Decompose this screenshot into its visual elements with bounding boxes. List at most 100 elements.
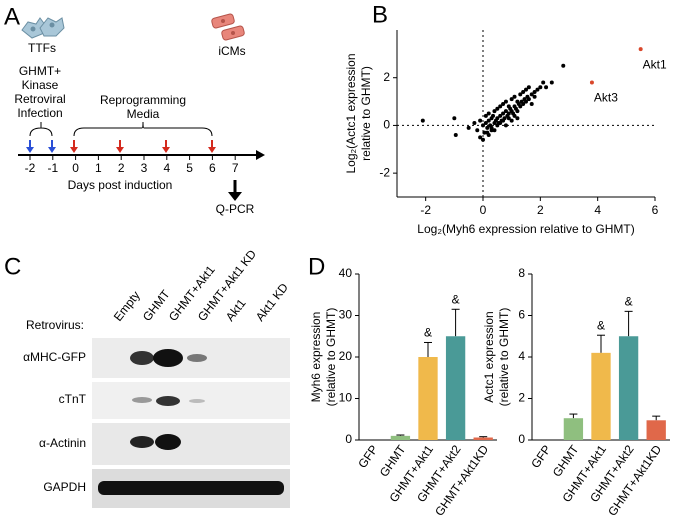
row-label: GAPDH [43, 480, 86, 494]
point [526, 97, 531, 102]
y-tick-label: 2 [383, 70, 390, 84]
x-tick-label: -2 [420, 203, 431, 217]
lane-label: Empty [111, 288, 143, 323]
point [521, 101, 526, 106]
point [544, 85, 549, 90]
lane-label: Akt1 [223, 296, 249, 324]
timeline-panel: TTFs iCMs GHMT+ Kinase Retroviral Infect… [14, 13, 265, 216]
lane-label: Akt1 KD [253, 280, 291, 324]
point [486, 111, 491, 116]
point [538, 85, 543, 90]
point [506, 111, 511, 116]
y-tick-label: 8 [518, 266, 525, 280]
x-tick-label: 2 [537, 203, 544, 217]
bar [418, 357, 438, 440]
x-tick-label: 6 [652, 203, 659, 217]
x-tick-label: 4 [594, 203, 601, 217]
brace [73, 121, 213, 137]
point [495, 116, 500, 121]
point [498, 113, 503, 118]
media-label: Reprogramming [100, 93, 186, 107]
sig-label: & [597, 318, 605, 332]
y-axis-label: Myh6 expression [309, 312, 323, 403]
y-tick-label: 30 [339, 308, 353, 322]
bar [646, 420, 666, 440]
point [478, 135, 483, 140]
point [638, 47, 643, 52]
blot-panel: Retrovirus: EmptyGHMTGHMT+Akt1GHMT+Akt1 … [23, 247, 291, 508]
day-label: 2 [118, 161, 125, 175]
point [466, 125, 471, 130]
y-tick-label: 4 [518, 349, 525, 363]
cell-icon [211, 13, 245, 41]
point [506, 116, 511, 121]
y-axis-label: relative to GHMT) [359, 66, 373, 161]
day-label: 4 [163, 161, 170, 175]
cell-label: iCMs [218, 44, 245, 58]
media-label: Media [127, 107, 160, 121]
blot-strip [92, 423, 290, 465]
day-label: -1 [47, 161, 58, 175]
point [532, 94, 537, 99]
point [524, 87, 528, 92]
bar [473, 437, 493, 440]
sig-label: & [424, 326, 432, 340]
y-tick-label: 40 [339, 266, 353, 280]
y-tick-label: -2 [379, 165, 390, 179]
point [524, 99, 528, 104]
point [535, 87, 540, 92]
bar [618, 336, 639, 440]
point [483, 113, 488, 118]
point [503, 109, 508, 114]
point [492, 128, 497, 133]
point [515, 116, 520, 121]
point [495, 106, 500, 111]
y-tick-label: 0 [345, 432, 352, 446]
point [472, 121, 477, 126]
y-tick-label: 20 [339, 349, 353, 363]
panel-letter: D [308, 253, 325, 280]
y-axis-label: Log₂(Actc1 expression [344, 53, 358, 173]
point [483, 121, 488, 126]
point [481, 123, 485, 128]
point [495, 123, 500, 128]
infection-label: Retroviral [14, 92, 65, 106]
point-label: Akt1 [643, 57, 667, 71]
row-label: αMHC-GFP [23, 350, 86, 364]
point [498, 104, 503, 109]
cell-label: TTFs [28, 41, 56, 55]
point [518, 92, 523, 97]
infection-label: Infection [17, 106, 62, 120]
lane-label: GHMT [140, 287, 173, 324]
panel-letter: B [372, 1, 388, 28]
blot-header: Retrovirus: [26, 318, 84, 332]
row-label: cTnT [59, 392, 87, 406]
y-tick-label: 0 [518, 432, 525, 446]
day-label: 6 [209, 161, 216, 175]
point [512, 113, 517, 118]
point [541, 80, 546, 85]
panel-letter: A [4, 3, 20, 30]
panel-letter: C [4, 253, 21, 280]
arrows [26, 140, 242, 201]
y-tick-label: 0 [383, 118, 390, 132]
brace [29, 122, 53, 137]
x-axis-label: Log₂(Myh6 expression relative to GHMT) [417, 222, 634, 236]
bar [563, 418, 584, 440]
cell-icon [21, 17, 65, 39]
timeline-xlabel: Days post induction [68, 178, 173, 192]
x-tick-label: GFP [355, 443, 381, 471]
y-tick-label: 10 [339, 391, 353, 405]
point [478, 118, 483, 123]
point [503, 123, 508, 128]
point [453, 132, 458, 137]
point [498, 121, 503, 126]
y-axis-label: (relative to GHMT) [497, 308, 511, 407]
point-label: Akt3 [594, 91, 618, 105]
arrowhead [256, 150, 265, 160]
point [492, 109, 497, 114]
point [509, 97, 514, 102]
point [518, 104, 523, 109]
point [452, 116, 457, 121]
